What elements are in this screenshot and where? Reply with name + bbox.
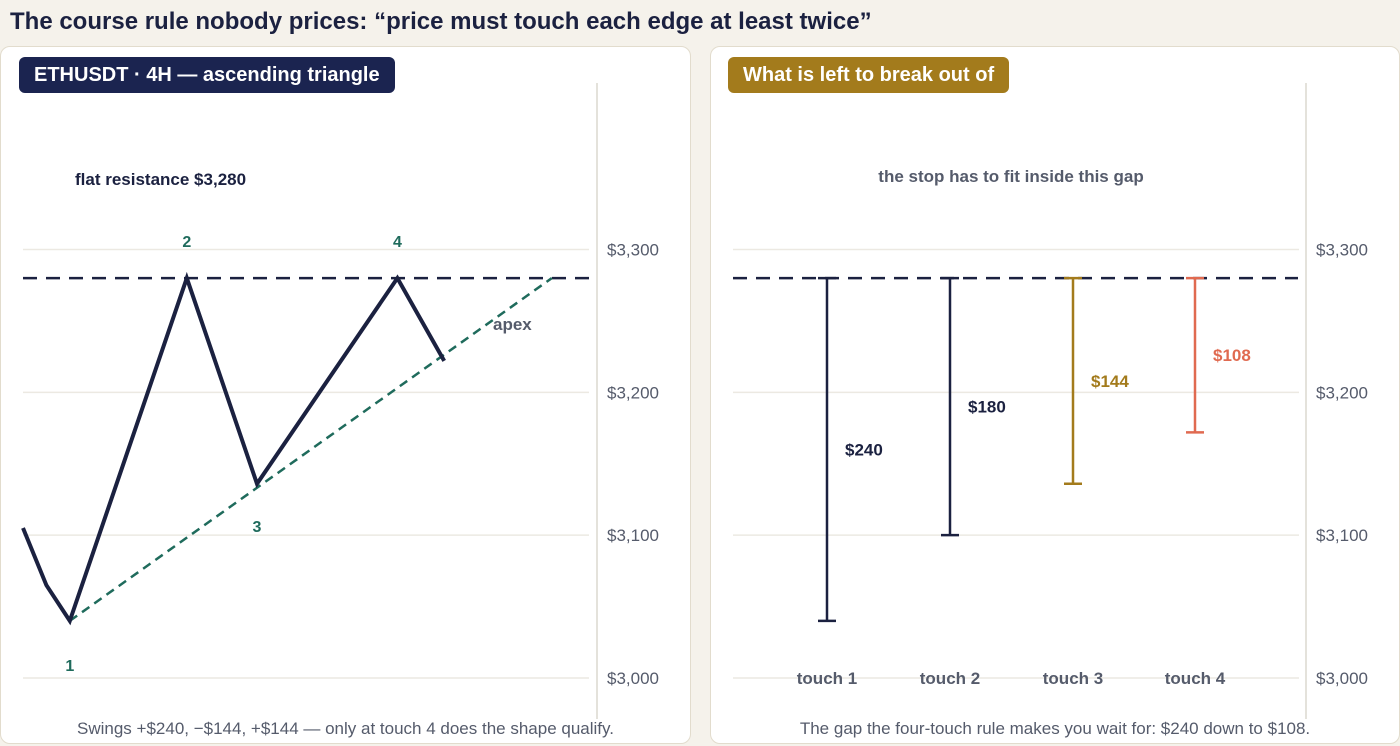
range-value-label: $108 xyxy=(1213,346,1251,365)
range-value-label: $240 xyxy=(845,440,883,459)
gap-chart-panel: $3,000 $3,100 $3,200 $3,300 $240 touch 1 $180 t… xyxy=(710,46,1400,744)
y-tick-label: $3,300 xyxy=(607,241,659,260)
y-tick-label: $3,100 xyxy=(1316,526,1368,545)
gap-annotation: the stop has to fit inside this gap xyxy=(878,167,1143,186)
gap-chart: $3,000 $3,100 $3,200 $3,300 $240 touch 1 $180 t… xyxy=(733,83,1368,719)
touch-label-4: 4 xyxy=(393,234,402,251)
y-tick-label: $3,300 xyxy=(1316,241,1368,260)
x-category-label: touch 4 xyxy=(1165,669,1226,688)
y-tick-label: $3,000 xyxy=(607,669,659,688)
range-value-label: $180 xyxy=(968,398,1006,417)
triangle-chart-badge: ETHUSDT · 4H — ascending triangle xyxy=(19,57,395,93)
x-category-label: touch 2 xyxy=(920,669,980,688)
triangle-chart-caption: Swings +$240, −$144, +$144 — only at tou… xyxy=(77,719,614,738)
resistance-label: flat resistance $3,280 xyxy=(75,170,246,189)
y-tick-label: $3,100 xyxy=(607,526,659,545)
triangle-chart-panel: $3,000 $3,100 $3,200 $3,300 1 2 3 4 flat resista… xyxy=(0,46,691,744)
support-trendline xyxy=(69,277,553,622)
price-line xyxy=(21,271,446,626)
page-title: The course rule nobody prices: “price mu… xyxy=(10,8,872,35)
y-tick-label: $3,000 xyxy=(1316,669,1368,688)
y-tick-label: $3,200 xyxy=(1316,383,1368,402)
x-category-label: touch 1 xyxy=(797,669,857,688)
touch-label-3: 3 xyxy=(253,519,262,536)
range-value-label: $144 xyxy=(1091,372,1129,391)
x-category-label: touch 3 xyxy=(1043,669,1103,688)
y-tick-label: $3,200 xyxy=(607,383,659,402)
gap-chart-badge: What is left to break out of xyxy=(728,57,1010,93)
gap-chart-caption: The gap the four-touch rule makes you wa… xyxy=(799,719,1311,738)
apex-label: apex xyxy=(493,315,532,334)
touch-label-2: 2 xyxy=(182,234,191,251)
touch-label-1: 1 xyxy=(65,658,74,675)
triangle-chart: $3,000 $3,100 $3,200 $3,300 1 2 3 4 flat resista… xyxy=(21,83,659,719)
